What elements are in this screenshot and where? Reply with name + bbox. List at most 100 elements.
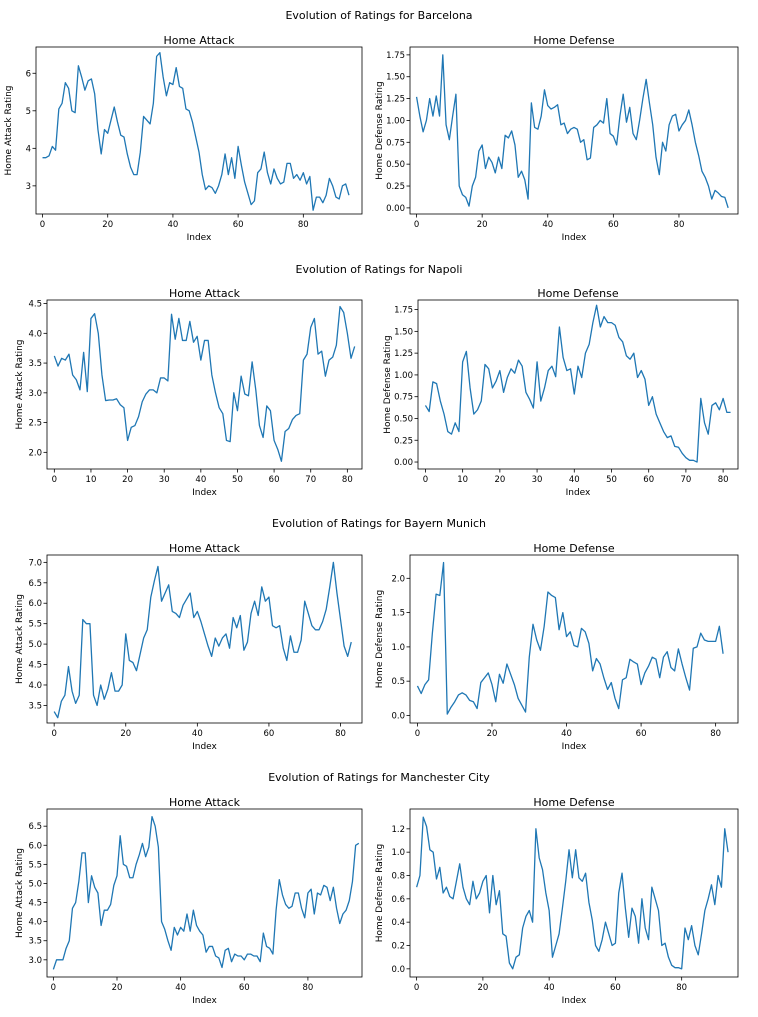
- series-line: [415, 54, 729, 209]
- x-tick-label: 20: [102, 220, 113, 230]
- x-axis-label: Index: [562, 996, 587, 1006]
- x-tick-label: 0: [51, 729, 56, 739]
- axes-frame: [409, 554, 739, 724]
- y-tick-label: 5.5: [28, 860, 42, 870]
- x-tick-label: 80: [718, 475, 729, 485]
- x-tick-label: 40: [542, 220, 553, 230]
- x-tick-label: 80: [342, 475, 353, 485]
- y-tick-label: 0.00: [394, 458, 413, 468]
- axes-frame: [46, 808, 363, 978]
- x-tick-label: 60: [643, 475, 654, 485]
- panel-title: Home Defense: [533, 542, 615, 555]
- y-tick-label: 0.75: [386, 138, 405, 148]
- x-tick-label: 80: [335, 729, 346, 739]
- suptitle: Evolution of Ratings for Napoli: [296, 263, 463, 276]
- y-tick-label: 2.0: [391, 574, 405, 584]
- x-tick-label: 20: [477, 983, 488, 993]
- x-tick-label: 40: [175, 983, 186, 993]
- series-line: [53, 561, 352, 719]
- x-tick-label: 60: [264, 729, 275, 739]
- x-tick-label: 30: [532, 475, 543, 485]
- y-tick-label: 2.5: [28, 419, 42, 429]
- panel-home-defense: Home Defense 0 10 20 30 40 50 60 70 80 0.00 0.25 0.5…: [383, 287, 739, 498]
- y-tick-label: 3.5: [28, 359, 42, 369]
- series-line: [52, 815, 360, 970]
- axes-frame: [46, 299, 363, 470]
- y-tick-label: 5.0: [28, 640, 42, 650]
- series-line: [42, 51, 350, 211]
- panel-title: Home Attack: [169, 796, 241, 809]
- axes-frame: [35, 46, 363, 215]
- x-tick-label: 80: [302, 983, 313, 993]
- panel-home-attack: Home Attack 0 20 40 60 80 3.0 3.5 4.0 4.5 5.0 5.5 6.…: [15, 796, 363, 1006]
- panel-title: Home Defense: [533, 796, 615, 809]
- panel-title: Home Defense: [533, 34, 615, 47]
- y-tick-label: 1.50: [386, 73, 405, 83]
- y-tick-label: 7.0: [28, 558, 42, 568]
- y-axis-label: Home Attack Rating: [4, 85, 14, 175]
- x-tick-label: 40: [168, 220, 179, 230]
- y-tick-label: 0.25: [394, 436, 413, 446]
- x-tick-label: 20: [120, 729, 131, 739]
- y-tick-label: 0.2: [391, 942, 405, 952]
- axes-frame: [409, 46, 739, 215]
- y-tick-label: 4: [26, 144, 31, 154]
- y-tick-label: 1.25: [394, 349, 413, 359]
- y-tick-label: 1.00: [386, 116, 405, 126]
- x-tick-label: 50: [232, 475, 243, 485]
- panel-title: Home Attack: [169, 287, 241, 300]
- y-tick-label: 0.4: [391, 918, 405, 928]
- x-tick-label: 20: [477, 220, 488, 230]
- y-tick-label: 1.2: [391, 825, 405, 835]
- y-axis-label: Home Defense Rating: [375, 590, 385, 688]
- x-axis-label: Index: [192, 742, 217, 752]
- x-tick-label: 80: [674, 220, 685, 230]
- x-tick-label: 0: [51, 983, 56, 993]
- panel-title: Home Defense: [537, 287, 619, 300]
- suptitle: Evolution of Ratings for Barcelona: [285, 9, 472, 22]
- series-line: [416, 816, 729, 970]
- x-tick-label: 0: [414, 983, 419, 993]
- panel-home-defense: Home Defense 0 20 40 60 80 0.0 0.2 0.4 0.6 0.8 1.0 1…: [375, 796, 739, 1006]
- x-tick-label: 0: [52, 475, 57, 485]
- figure-row-0: Evolution of Ratings for Barcelona Home A…: [4, 9, 739, 243]
- x-axis-label: Index: [566, 488, 591, 498]
- x-tick-label: 20: [112, 983, 123, 993]
- y-tick-label: 6.5: [28, 579, 42, 589]
- y-tick-label: 5: [26, 107, 31, 117]
- y-tick-label: 1.0: [391, 643, 405, 653]
- panel-home-defense: Home Defense 0 20 40 60 80 0.00 0.25 0.50 0.75 1.0…: [375, 34, 739, 243]
- y-axis-label: Home Attack Rating: [15, 339, 25, 429]
- x-tick-label: 70: [305, 475, 316, 485]
- y-tick-label: 0.6: [391, 895, 405, 905]
- x-tick-label: 60: [608, 220, 619, 230]
- x-tick-label: 60: [239, 983, 250, 993]
- y-tick-label: 5.5: [28, 620, 42, 630]
- x-tick-label: 80: [298, 220, 309, 230]
- y-tick-label: 1.25: [386, 95, 405, 105]
- y-tick-label: 0.50: [394, 414, 413, 424]
- y-tick-label: 3: [26, 182, 31, 192]
- y-tick-label: 4.0: [28, 681, 42, 691]
- x-tick-label: 50: [606, 475, 617, 485]
- y-tick-label: 0.50: [386, 160, 405, 170]
- y-tick-label: 3.5: [28, 937, 42, 947]
- x-tick-label: 60: [610, 983, 621, 993]
- x-tick-label: 0: [423, 475, 428, 485]
- x-axis-label: Index: [562, 233, 587, 243]
- y-tick-label: 0.25: [386, 182, 405, 192]
- y-axis-label: Home Attack Rating: [15, 848, 25, 938]
- x-tick-label: 80: [676, 983, 687, 993]
- y-tick-label: 6: [26, 69, 31, 79]
- y-tick-label: 6.5: [28, 822, 42, 832]
- y-tick-label: 0.75: [394, 393, 413, 403]
- y-tick-label: 1.75: [386, 51, 405, 61]
- series-line: [53, 305, 356, 462]
- series-line: [416, 561, 724, 715]
- y-tick-label: 1.75: [394, 306, 413, 316]
- axes-frame: [409, 808, 739, 978]
- y-tick-label: 2.0: [28, 448, 42, 458]
- y-tick-label: 3.0: [28, 956, 42, 966]
- panel-title: Home Attack: [163, 34, 235, 47]
